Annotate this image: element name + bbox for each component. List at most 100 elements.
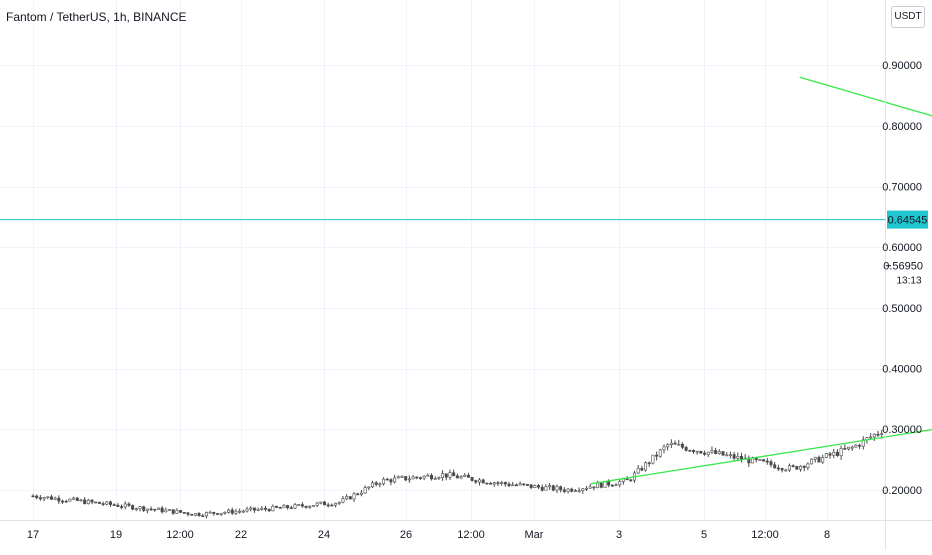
candle-body (263, 507, 267, 510)
trendlines[interactable] (590, 76, 932, 485)
candle-body (53, 497, 57, 500)
candle-body (441, 473, 445, 478)
candle-body (101, 503, 105, 505)
candle-body (658, 449, 662, 457)
candle-body (551, 485, 555, 491)
candle-body (156, 507, 160, 510)
candle-body (474, 480, 478, 483)
candle-body (758, 459, 762, 461)
candle-body (548, 485, 552, 488)
candle-body (861, 439, 865, 447)
candle-body (540, 486, 544, 491)
candle-body (57, 497, 61, 502)
candle-body (267, 509, 271, 512)
trendline-lower[interactable] (590, 325, 932, 485)
candle-body (562, 489, 566, 492)
price-tick-label: 0.50000 (882, 303, 922, 315)
bar-countdown: 13:13 (896, 276, 921, 287)
candle-body (799, 465, 803, 470)
candle-body (319, 501, 323, 504)
candle-body (666, 444, 670, 448)
candle-body (813, 456, 817, 460)
candle-body (389, 479, 393, 483)
candle-body (640, 468, 644, 471)
candle-body (97, 501, 101, 504)
candle-body (437, 477, 441, 479)
candle-body (127, 503, 131, 506)
candle-body (46, 496, 50, 499)
candle-body (828, 453, 832, 456)
candle-body (555, 486, 559, 491)
candle-body (123, 503, 127, 508)
candle-body (282, 505, 286, 509)
candle-body (680, 443, 684, 448)
candle-body (212, 511, 216, 514)
candle-body (522, 483, 526, 486)
candle-body (234, 510, 238, 514)
candle-body (175, 510, 179, 514)
time-axis[interactable]: 17 19 12:00 22 24 26 12:00 Mar 3 5 12:00 8 (27, 529, 830, 541)
level-price-label: 0.64545 (888, 215, 928, 227)
candle-body (537, 485, 541, 488)
time-tick-label: 26 (400, 529, 412, 541)
candle-body (673, 442, 677, 445)
candle-body (599, 482, 603, 488)
candle-body (345, 496, 349, 500)
candle-body (714, 450, 718, 454)
candle-body (655, 454, 659, 457)
candle-body (647, 462, 651, 465)
candle-body (695, 450, 699, 453)
candle-body (732, 454, 736, 459)
candle-body (304, 505, 308, 508)
candle-body (629, 479, 633, 482)
candle-body (190, 514, 194, 516)
candle-body (577, 490, 581, 492)
time-tick-label: 19 (110, 529, 122, 541)
candle-body (415, 476, 419, 479)
candle-body (49, 496, 53, 500)
candle-body (566, 488, 570, 492)
candle-body (854, 444, 858, 448)
trendline-upper[interactable] (799, 76, 932, 217)
time-tick-label: 17 (27, 529, 39, 541)
candle-body (326, 504, 330, 507)
candle-body (839, 448, 843, 456)
candle-body (739, 455, 743, 460)
candle-body (131, 505, 135, 510)
candle-body (444, 473, 448, 478)
candle-body (433, 478, 437, 480)
time-tick-label: 24 (318, 529, 330, 541)
candle-body (35, 495, 39, 498)
candle-body (481, 479, 485, 484)
candle-body (278, 507, 282, 509)
candle-body (86, 499, 90, 505)
candle-body (341, 498, 345, 503)
currency-button[interactable]: USDT (891, 6, 925, 28)
candle-body (846, 446, 850, 450)
candle-body (407, 478, 411, 481)
candle-body (721, 451, 725, 456)
candle-body (411, 476, 415, 480)
candle-body (160, 507, 164, 513)
candle-body (610, 484, 614, 487)
candle-body (448, 472, 452, 478)
candle-body (260, 507, 264, 510)
candle-body (614, 484, 618, 487)
candle-body (514, 484, 518, 487)
candle-body (116, 504, 120, 507)
price-axis[interactable]: 0.90000 0.80000 0.70000 0.60000 0.50000 0.400… (882, 60, 922, 497)
candle-body (728, 454, 732, 456)
candle-body (193, 513, 197, 516)
candle-body (588, 486, 592, 489)
last-price-label: 0.56950 (883, 261, 923, 273)
candle-body (201, 515, 205, 517)
candle-body (164, 509, 168, 513)
candle-body (795, 466, 799, 470)
candle-body (688, 450, 692, 452)
candle-body (426, 474, 430, 477)
candle-body (584, 487, 588, 490)
candle-body (869, 436, 873, 439)
candle-body (477, 479, 481, 483)
